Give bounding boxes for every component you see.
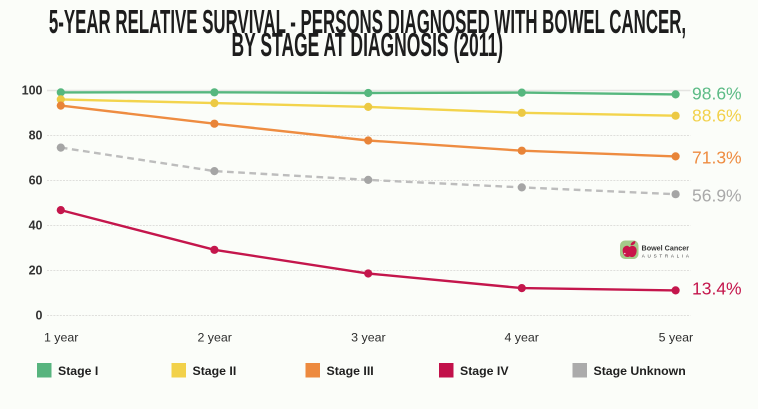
svg-text:60: 60 [29, 174, 43, 188]
svg-text:40: 40 [29, 219, 43, 233]
svg-text:56.9%: 56.9% [692, 185, 742, 205]
svg-text:Bowel Cancer: Bowel Cancer [642, 243, 690, 252]
svg-text:0: 0 [36, 309, 43, 323]
svg-text:13.4%: 13.4% [692, 279, 742, 299]
svg-text:Stage I: Stage I [58, 364, 98, 378]
svg-text:71.3%: 71.3% [692, 148, 742, 168]
svg-text:2 year: 2 year [197, 331, 231, 345]
svg-text:4 year: 4 year [504, 331, 538, 345]
svg-text:Stage IV: Stage IV [460, 364, 509, 378]
svg-text:3 year: 3 year [351, 331, 385, 345]
svg-text:88.6%: 88.6% [692, 106, 742, 126]
svg-text:5-YEAR RELATIVE SURVIVAL - PER: 5-YEAR RELATIVE SURVIVAL - PERSONS DIAGN… [49, 3, 686, 40]
svg-text:5 year: 5 year [659, 331, 693, 345]
svg-text:Stage Unknown: Stage Unknown [594, 364, 686, 378]
svg-text:BY STAGE AT DIAGNOSIS (2011): BY STAGE AT DIAGNOSIS (2011) [232, 26, 504, 63]
svg-text:100: 100 [22, 84, 43, 98]
svg-text:Stage III: Stage III [327, 364, 374, 378]
svg-text:AUSTRALIA: AUSTRALIA [642, 254, 692, 259]
svg-text:80: 80 [29, 129, 43, 143]
svg-text:98.6%: 98.6% [692, 83, 742, 103]
svg-text:Stage II: Stage II [193, 364, 237, 378]
svg-text:20: 20 [29, 264, 43, 278]
svg-text:1 year: 1 year [44, 331, 78, 345]
